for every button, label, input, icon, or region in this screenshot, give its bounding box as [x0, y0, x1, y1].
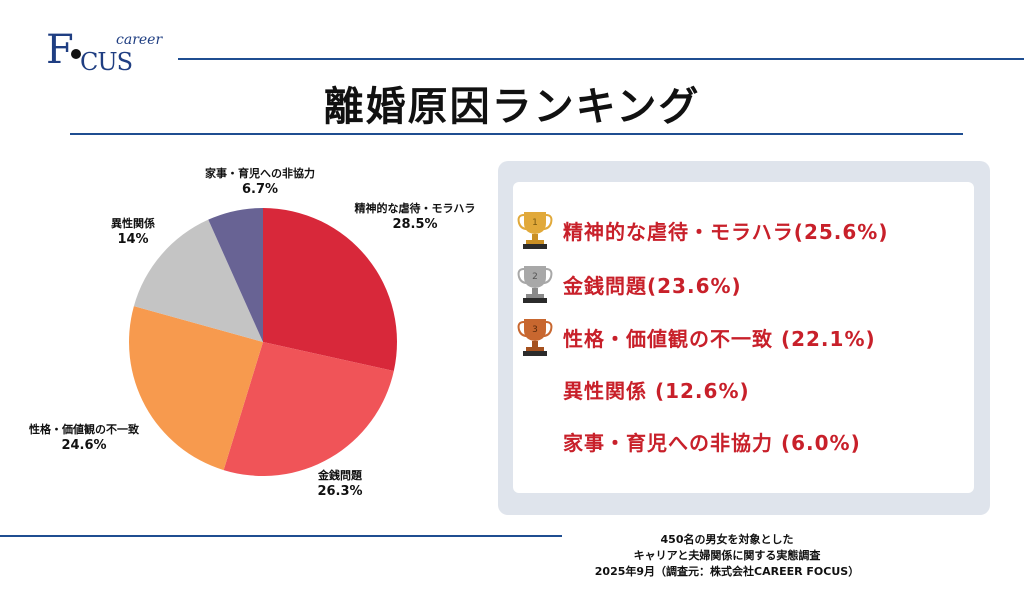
- logo-letter-f: F: [46, 27, 74, 73]
- pie-label-pct: 26.3%: [317, 484, 363, 499]
- ranking-item-4: 異性関係 (12.6%): [563, 379, 750, 403]
- page-title: 離婚原因ランキング: [323, 84, 701, 130]
- ranking-item-5: 家事・育児への非協力 (6.0%): [563, 431, 861, 455]
- silver-trophy-icon: 2: [517, 266, 553, 303]
- pie-label-chores: 家事・育児への非協力 6.7%: [160, 166, 360, 198]
- svg-text:1: 1: [532, 218, 538, 228]
- title-underline: [70, 133, 963, 135]
- footnote-line-1: 450名の男女を対象とした: [660, 533, 794, 546]
- pie-label-name: 精神的な虐待・モラハラ: [354, 202, 476, 215]
- pie-label-pct: 14%: [117, 232, 149, 247]
- pie-label-personality: 性格・価値観の不一致 24.6%: [14, 422, 154, 454]
- pie-slice-money: [223, 342, 394, 476]
- pie-label-name: 家事・育児への非協力: [205, 167, 315, 180]
- pie-label-name: 異性関係: [111, 217, 155, 230]
- header-rule: [178, 58, 1024, 60]
- career-focus-logo: F CUS career: [46, 27, 162, 76]
- ranking-item-3: 性格・価値観の不一致 (22.1%): [563, 327, 876, 351]
- gold-trophy-icon: 1: [517, 212, 553, 249]
- ranking-card: [513, 182, 974, 493]
- pie-label-affair: 異性関係 14%: [98, 216, 168, 248]
- svg-text:2: 2: [532, 272, 538, 282]
- footnote-line-3: 2025年9月（調査元：株式会社CAREER FOCUS）: [594, 565, 860, 578]
- logo-career: career: [116, 32, 163, 48]
- pie-label-money: 金銭問題 26.3%: [300, 468, 380, 500]
- bronze-trophy-icon: 3: [517, 319, 553, 356]
- pie-label-name: 金銭問題: [318, 469, 362, 482]
- survey-footnote: 450名の男女を対象とした キャリアと夫婦関係に関する実態調査 2025年9月（…: [572, 532, 882, 580]
- ranking-item-1: 精神的な虐待・モラハラ(25.6%): [563, 220, 889, 244]
- pie-label-name: 性格・価値観の不一致: [29, 423, 139, 436]
- pie-label-abuse: 精神的な虐待・モラハラ 28.5%: [330, 201, 500, 233]
- footnote-line-2: キャリアと夫婦関係に関する実態調査: [633, 549, 821, 562]
- logo-dot: [71, 49, 81, 59]
- pie-label-pct: 6.7%: [241, 182, 279, 197]
- pie-label-pct: 28.5%: [392, 217, 438, 232]
- svg-text:3: 3: [532, 325, 538, 335]
- pie-label-pct: 24.6%: [61, 438, 107, 453]
- pie-slice-chores: [208, 208, 263, 342]
- ranking-item-2: 金銭問題(23.6%): [563, 274, 742, 298]
- footer-rule: [0, 535, 562, 537]
- logo-text: CUS: [80, 48, 133, 76]
